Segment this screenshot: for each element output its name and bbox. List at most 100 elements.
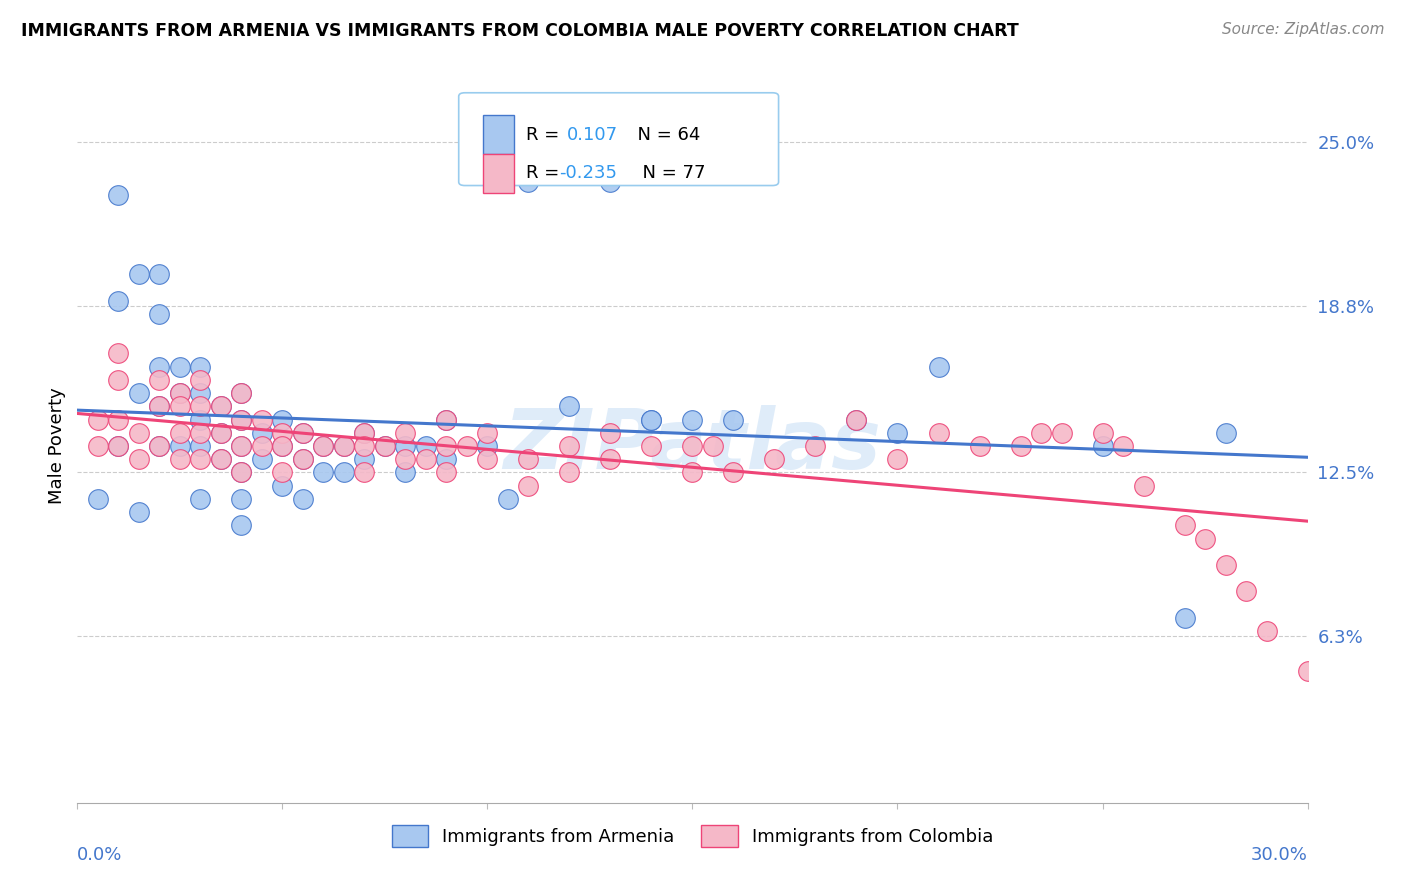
Point bbox=[415, 452, 437, 467]
Point bbox=[312, 439, 335, 453]
Point bbox=[374, 439, 396, 453]
Point bbox=[148, 400, 170, 414]
Point bbox=[1174, 518, 1197, 533]
Point bbox=[886, 452, 908, 467]
Point bbox=[312, 466, 335, 480]
Point bbox=[169, 359, 191, 374]
Point bbox=[436, 466, 458, 480]
Text: 0.0%: 0.0% bbox=[77, 846, 122, 863]
Legend: Immigrants from Armenia, Immigrants from Colombia: Immigrants from Armenia, Immigrants from… bbox=[384, 818, 1001, 855]
Point bbox=[291, 452, 314, 467]
Point bbox=[436, 439, 458, 453]
Point bbox=[415, 439, 437, 453]
Point bbox=[87, 491, 110, 506]
Text: 0.107: 0.107 bbox=[567, 126, 619, 144]
Point bbox=[1215, 558, 1237, 572]
Point bbox=[886, 425, 908, 440]
Point bbox=[231, 439, 253, 453]
Point bbox=[353, 466, 375, 480]
Point bbox=[291, 425, 314, 440]
Point bbox=[250, 452, 273, 467]
Point bbox=[723, 466, 745, 480]
Point bbox=[599, 425, 621, 440]
Point bbox=[436, 412, 458, 426]
Point bbox=[928, 425, 950, 440]
Point bbox=[353, 425, 375, 440]
Point bbox=[1296, 664, 1319, 678]
Point bbox=[188, 452, 212, 467]
Text: 30.0%: 30.0% bbox=[1251, 846, 1308, 863]
Point bbox=[107, 293, 129, 308]
Point bbox=[209, 452, 232, 467]
Point bbox=[107, 346, 129, 360]
Point bbox=[169, 386, 191, 401]
Point bbox=[333, 439, 356, 453]
Point bbox=[845, 412, 868, 426]
Point bbox=[496, 491, 519, 506]
Point bbox=[271, 425, 294, 440]
Point bbox=[107, 412, 129, 426]
Point bbox=[188, 439, 212, 453]
Point bbox=[1215, 425, 1237, 440]
Text: R =: R = bbox=[526, 126, 571, 144]
Point bbox=[1091, 425, 1114, 440]
Point bbox=[271, 466, 294, 480]
Point bbox=[291, 452, 314, 467]
Point bbox=[231, 412, 253, 426]
Text: IMMIGRANTS FROM ARMENIA VS IMMIGRANTS FROM COLOMBIA MALE POVERTY CORRELATION CHA: IMMIGRANTS FROM ARMENIA VS IMMIGRANTS FR… bbox=[21, 22, 1019, 40]
Point bbox=[558, 400, 581, 414]
Point bbox=[517, 452, 540, 467]
Point bbox=[969, 439, 991, 453]
Point bbox=[517, 478, 540, 492]
Point bbox=[394, 439, 416, 453]
Text: -0.235: -0.235 bbox=[560, 164, 617, 182]
Point bbox=[128, 452, 150, 467]
Point bbox=[394, 452, 416, 467]
Point bbox=[128, 425, 150, 440]
Point bbox=[436, 412, 458, 426]
Point bbox=[804, 439, 827, 453]
Point bbox=[231, 518, 253, 533]
Point bbox=[1194, 532, 1216, 546]
Point bbox=[188, 373, 212, 387]
Point bbox=[928, 359, 950, 374]
FancyBboxPatch shape bbox=[484, 115, 515, 154]
Point bbox=[1050, 425, 1073, 440]
Point bbox=[1010, 439, 1032, 453]
Point bbox=[148, 439, 170, 453]
Point bbox=[231, 412, 253, 426]
Point bbox=[231, 386, 253, 401]
Point bbox=[87, 412, 110, 426]
Point bbox=[333, 439, 356, 453]
Point bbox=[128, 267, 150, 281]
Point bbox=[477, 439, 499, 453]
Point bbox=[107, 373, 129, 387]
Point bbox=[271, 412, 294, 426]
Point bbox=[148, 400, 170, 414]
Text: N = 64: N = 64 bbox=[626, 126, 700, 144]
Point bbox=[250, 439, 273, 453]
Point bbox=[169, 425, 191, 440]
Point bbox=[188, 359, 212, 374]
Point bbox=[148, 307, 170, 321]
Point bbox=[231, 466, 253, 480]
Point bbox=[702, 439, 724, 453]
Point bbox=[291, 425, 314, 440]
Point bbox=[456, 439, 478, 453]
Point bbox=[640, 439, 662, 453]
Point bbox=[231, 466, 253, 480]
Text: ZIPatlas: ZIPatlas bbox=[503, 406, 882, 486]
Point bbox=[250, 412, 273, 426]
Point bbox=[128, 505, 150, 519]
Point bbox=[169, 400, 191, 414]
Point bbox=[682, 412, 704, 426]
Text: N = 77: N = 77 bbox=[631, 164, 706, 182]
Point bbox=[209, 452, 232, 467]
Point bbox=[188, 425, 212, 440]
Point bbox=[148, 439, 170, 453]
Text: Source: ZipAtlas.com: Source: ZipAtlas.com bbox=[1222, 22, 1385, 37]
Point bbox=[558, 439, 581, 453]
Point bbox=[87, 439, 110, 453]
Point bbox=[353, 452, 375, 467]
Point bbox=[353, 439, 375, 453]
